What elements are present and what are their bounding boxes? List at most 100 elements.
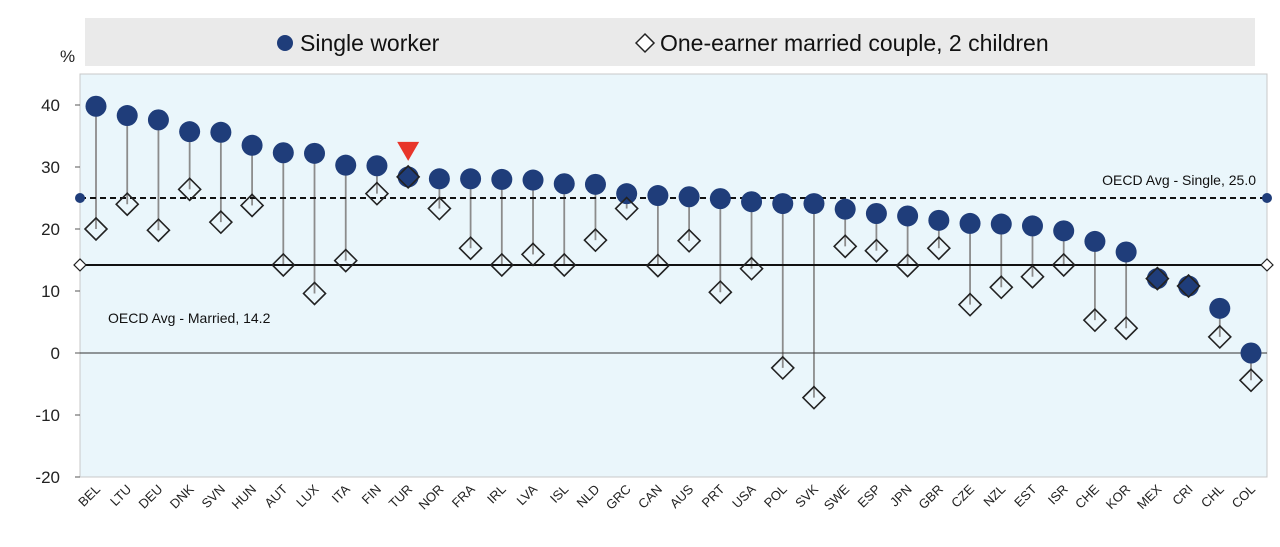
x-tick-label: NLD [574, 482, 603, 511]
x-tick-label: FRA [449, 481, 478, 510]
ref-end-married-left [73, 258, 87, 272]
point-married [458, 236, 483, 261]
x-tick-label: COL [1229, 482, 1259, 512]
x-tick-label: KOR [1103, 482, 1134, 513]
x-tick-label: LVA [514, 481, 541, 508]
y-tick-label: 30 [41, 158, 60, 177]
point-married [1238, 368, 1264, 393]
x-tick-label: ESP [855, 482, 884, 511]
x-tick-label: NOR [415, 482, 446, 513]
point-single [990, 213, 1012, 235]
x-tick-label: ISL [547, 482, 571, 506]
x-tick-label: AUS [667, 481, 697, 511]
point-married [364, 181, 390, 206]
point-single [1115, 241, 1137, 263]
reference-lines [73, 193, 1274, 354]
ref-end-married-right [1260, 258, 1274, 272]
point-single [366, 155, 388, 177]
x-tick-label: SWE [821, 481, 853, 513]
point-married [926, 236, 951, 261]
point-married [239, 193, 265, 218]
x-tick-label: SVN [198, 482, 228, 512]
x-tick-label: DNK [167, 481, 197, 511]
x-tick-label: LUX [293, 481, 322, 510]
legend-marker-married [634, 32, 656, 54]
ref-label-single: OECD Avg - Single, 25.0 [1102, 172, 1256, 188]
point-married [1082, 308, 1108, 333]
y-tick-label: 40 [41, 96, 60, 115]
point-single [803, 193, 825, 215]
point-married [1145, 266, 1170, 291]
point-single [897, 205, 919, 227]
point-married [302, 281, 327, 306]
x-tick-label: LTU [107, 482, 134, 509]
point-married [1176, 273, 1201, 299]
point-married [146, 218, 171, 243]
x-tick-label: SVK [792, 481, 821, 510]
point-single [491, 168, 513, 190]
x-tick-label: CZE [948, 481, 977, 510]
x-tick-label: CHE [1072, 481, 1102, 511]
x-tick-label: MEX [1134, 481, 1165, 512]
point-married [1020, 264, 1045, 289]
point-married [1114, 316, 1139, 341]
point-married [895, 253, 920, 278]
point-married [396, 164, 421, 190]
x-tick-label: GRC [603, 482, 634, 513]
point-single [397, 166, 419, 188]
point-single [584, 173, 606, 195]
point-married [583, 228, 608, 253]
point-single [1178, 275, 1200, 297]
point-single [147, 109, 169, 131]
point-single [741, 191, 763, 213]
point-single [210, 121, 232, 143]
x-tick-label: AUT [261, 481, 290, 510]
x-tick-label: HUN [229, 482, 260, 513]
point-married [676, 228, 702, 253]
x-tick-label: PRT [699, 481, 728, 510]
point-single [834, 198, 856, 220]
point-single [1240, 342, 1262, 364]
x-tick-label: FIN [359, 482, 384, 507]
x-tick-label: DEU [136, 482, 166, 512]
x-tick-label: IRL [484, 482, 509, 507]
y-tick-label: -20 [35, 468, 60, 487]
plot-area [79, 73, 1268, 478]
legend-marker-single [277, 35, 293, 51]
markers [83, 95, 1264, 410]
y-tick-label: 0 [51, 344, 60, 363]
point-married [520, 242, 546, 267]
point-single [85, 95, 107, 117]
legend: Single worker One-earner married couple,… [85, 18, 1255, 66]
point-married [614, 196, 639, 221]
point-single [1209, 297, 1231, 319]
x-tick-label: USA [729, 481, 759, 511]
point-single [772, 193, 794, 215]
x-tick-label: CAN [635, 482, 665, 512]
ref-label-married: OECD Avg - Married, 14.2 [108, 310, 271, 326]
ref-end-single-right [1262, 193, 1272, 203]
point-single [616, 183, 638, 205]
point-single [959, 212, 981, 234]
point-married [552, 252, 577, 278]
point-married [1207, 324, 1232, 350]
point-married [708, 280, 733, 305]
point-married [489, 252, 514, 278]
point-married [115, 192, 140, 217]
point-married [739, 256, 764, 281]
point-married [833, 234, 858, 259]
point-married [801, 385, 827, 410]
point-single [522, 169, 544, 191]
point-single [928, 209, 950, 231]
x-tick-label: CHL [1198, 482, 1227, 511]
point-single [428, 168, 450, 190]
point-single [304, 142, 326, 164]
point-married [989, 275, 1014, 300]
y-tick-label: 10 [41, 282, 60, 301]
x-tick-label: POL [761, 482, 790, 511]
point-single [1146, 268, 1168, 290]
x-tick-label: CRI [1169, 482, 1195, 508]
point-single [553, 173, 575, 195]
point-single [116, 105, 138, 127]
